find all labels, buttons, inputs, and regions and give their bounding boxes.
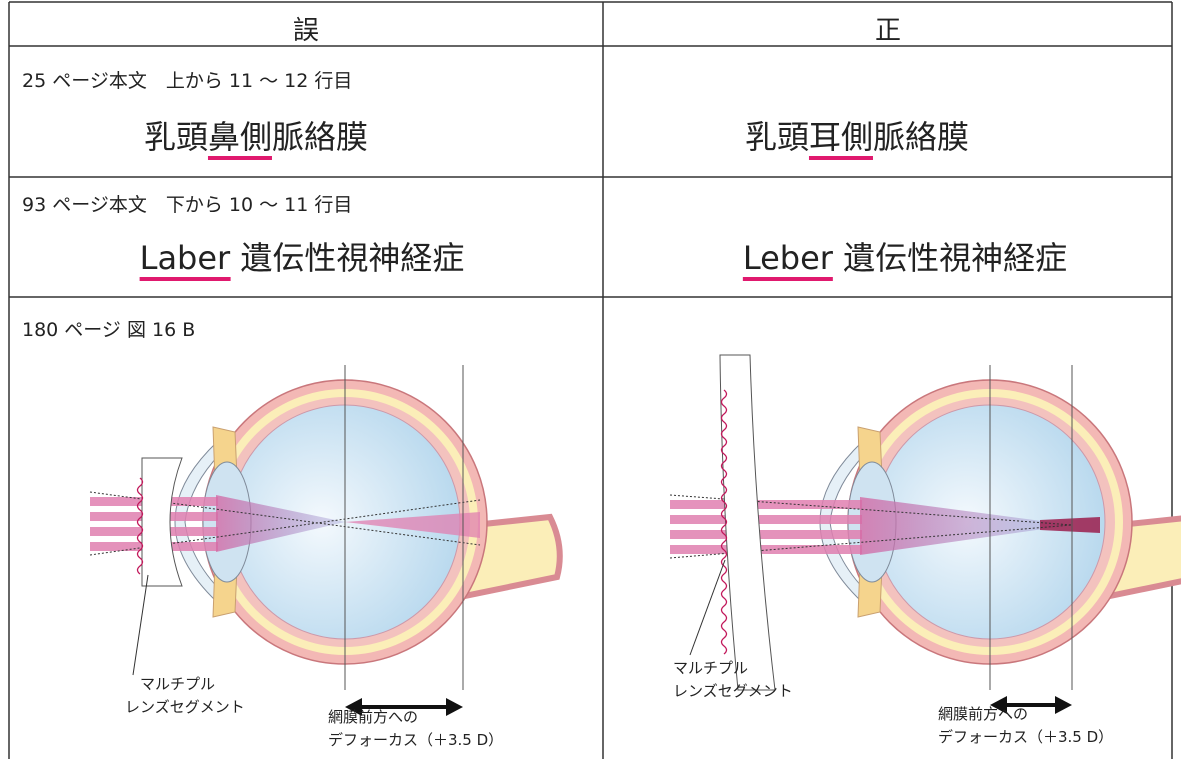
defocus-label: デフォーカス（＋3.5 D）: [938, 728, 1114, 746]
header: 正: [874, 16, 902, 46]
correct-text: Leber 遺伝性視神経症: [742, 233, 1068, 281]
text: 乳頭: [744, 118, 809, 156]
text: 遺伝性視神経症: [230, 239, 465, 277]
figure-wrong: [89, 365, 560, 716]
marked-text: Laber: [139, 239, 231, 281]
lens-label: マルチプル: [673, 659, 749, 677]
marked-text: 耳側: [808, 118, 874, 160]
text: 脈絡膜: [873, 118, 970, 156]
figure-correct: [669, 354, 1181, 714]
correct-text: 乳頭耳側脈絡膜: [744, 112, 970, 160]
text: 乳頭: [143, 118, 208, 156]
location: 180 ページ 図 16 B: [22, 319, 196, 341]
location: 25 ページ本文 上から 11 ～ 12 行目: [22, 70, 353, 92]
table-lines: [8, 1, 1173, 759]
marked-text: Leber: [742, 239, 833, 281]
wrong-text: Laber 遺伝性視神経症: [139, 233, 465, 281]
defocus-label: デフォーカス（＋3.5 D）: [328, 731, 504, 749]
text: 脈絡膜: [272, 118, 369, 156]
lens-label: マルチプル: [140, 675, 216, 693]
lens-label: レンズセグメント: [673, 682, 793, 700]
lens-label: レンズセグメント: [125, 698, 245, 716]
location: 93 ページ本文 下から 10 ～ 11 行目: [22, 194, 353, 216]
defocus-label: 網膜前方への: [328, 708, 419, 726]
defocus-label: 網膜前方への: [938, 705, 1029, 723]
wrong-text: 乳頭鼻側脈絡膜: [143, 112, 369, 160]
marked-text: 鼻側: [207, 118, 273, 160]
header: 誤: [292, 16, 320, 46]
text: 遺伝性視神経症: [832, 239, 1068, 277]
